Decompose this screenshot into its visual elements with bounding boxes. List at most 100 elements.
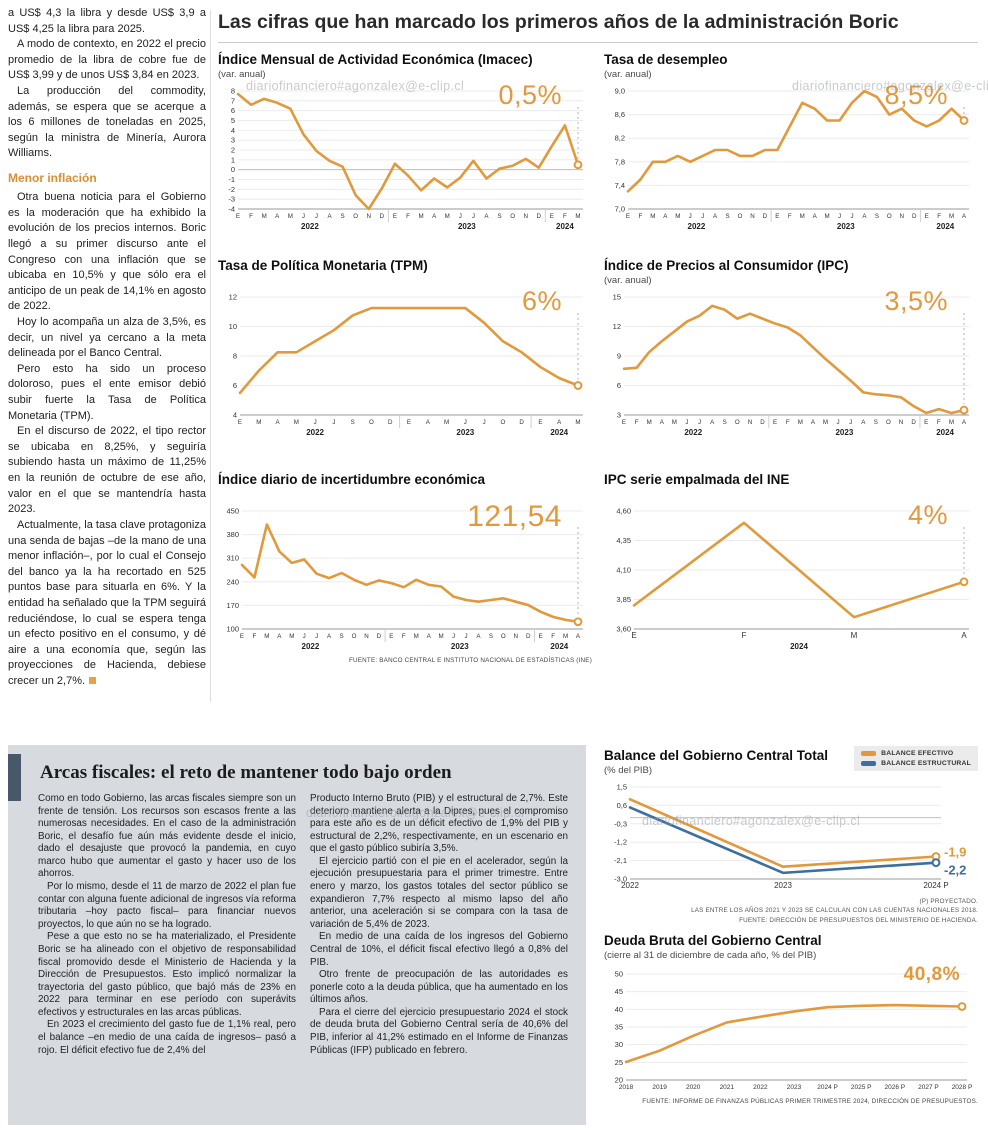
legend-label: BALANCE EFECTIVO — [881, 750, 954, 757]
x-tick-label: F — [563, 213, 567, 220]
x-tick-label: A — [484, 213, 489, 220]
x-tick-label: F — [253, 633, 257, 640]
paragraph: LAS ENTRE LOS AÑOS 2021 Y 2023 SE CALCUL… — [691, 907, 978, 915]
x-tick-label: J — [315, 633, 318, 640]
x-tick-label: O — [369, 419, 374, 426]
y-tick-label: 380 — [226, 530, 239, 539]
x-tick-label: S — [875, 213, 879, 220]
y-tick-label: 4,35 — [616, 536, 631, 545]
plot-area: 3,5% 15 12 9 6 3 E F M A M J J A S O N D E F M A M J J A S O N D E F M A… — [604, 286, 978, 441]
x-tick-label: 2026 P — [884, 1084, 905, 1091]
chart-subtitle: (var. anual) — [604, 68, 652, 80]
x-tick-label: S — [339, 633, 343, 640]
column-divider — [210, 10, 211, 702]
paragraph: El ejercicio partió con el pie en el ace… — [310, 855, 568, 930]
chart-title: Índice Mensual de Actividad Económica (I… — [218, 52, 533, 67]
x-tick-label: S — [725, 213, 729, 220]
plot-area: 1,5 0,6 -0,3 -1,2 -2,1 -3,0 2022 2023 2024 P -1,9… — [604, 779, 978, 895]
series-line — [632, 521, 966, 619]
x-tick-label: 2023 — [774, 881, 792, 890]
y-tick-label: 20 — [615, 1075, 623, 1084]
series-line — [626, 89, 966, 193]
x-tick-label: O — [352, 633, 357, 640]
y-tick-label: 8 — [233, 351, 237, 360]
x-tick-label: 2028 P — [952, 1084, 973, 1091]
plot-area: 0,5% 8 7 6 5 4 3 2 1 0 -1 -2 -3 -4 E F M A M J J A S O N D E F M A M J… — [218, 80, 592, 235]
chart-plot: 9,08,68,27,87,47,0E F M A M J J A S O N D E F M A M J J A S O… — [615, 86, 969, 231]
tpm-chart-card: Tasa de Política Monetaria (TPM) 6% 12 10… — [218, 258, 592, 441]
x-tick-label: O — [886, 419, 891, 426]
paragraph: A modo de contexto, en 2022 el precio pr… — [8, 38, 206, 82]
latest-value: 8,5% — [884, 79, 948, 110]
end-label: -1,9 — [944, 844, 966, 859]
y-tick-label: 450 — [226, 506, 239, 515]
y-tick-label: 8,6 — [615, 110, 625, 119]
x-tick-label: F — [249, 213, 253, 220]
deuda-chart-card: Deuda Bruta del Gobierno Central (cierre… — [604, 933, 978, 1105]
x-tick-label: M — [675, 213, 680, 220]
x-tick-label: 2022 — [753, 1084, 768, 1091]
y-tick-label: -1,2 — [614, 837, 627, 846]
x-tick-label: J — [302, 213, 305, 220]
x-tick-label: N — [523, 213, 527, 220]
y-tick-label: 2 — [231, 145, 235, 154]
plot-area: 4% 4,60 4,35 4,10 3,85 3,60 E F M A 2024 — [604, 500, 978, 655]
y-tick-label: 7,0 — [615, 204, 625, 213]
paragraph: Pero esto ha sido un proceso doloroso, p… — [8, 362, 206, 422]
x-tick-label: J — [464, 419, 467, 426]
year-label: 2022 — [684, 428, 702, 437]
x-tick-label: D — [763, 213, 768, 220]
x-tick-label: F — [937, 419, 941, 426]
y-tick-label: 1 — [231, 155, 235, 164]
x-tick-label: J — [459, 213, 462, 220]
x-tick-label: J — [838, 213, 841, 220]
x-tick-label: M — [650, 213, 655, 220]
x-tick-label: E — [550, 213, 554, 220]
x-tick-label: O — [501, 633, 506, 640]
ipc-empalmada-chart-card: IPC serie empalmada del INE 4% 4,60 4,35 4… — [604, 472, 978, 655]
x-tick-label: O — [510, 213, 515, 220]
x-tick-label: N — [900, 213, 904, 220]
x-tick-label: A — [476, 633, 481, 640]
x-tick-label: J — [698, 419, 701, 426]
y-tick-label: 7 — [231, 96, 235, 105]
legend-swatch-efectivo — [861, 751, 877, 756]
x-tick-label: O — [500, 419, 505, 426]
x-tick-label: M — [262, 213, 267, 220]
x-tick-label: D — [377, 633, 382, 640]
y-tick-label: 8 — [231, 86, 235, 95]
y-tick-label: 9,0 — [615, 86, 625, 95]
x-tick-label: M — [289, 633, 294, 640]
fiscal-columns: Como en todo Gobierno, las arcas fiscale… — [38, 793, 568, 1057]
y-tick-label: 0,6 — [617, 800, 627, 809]
x-tick-label: A — [427, 633, 432, 640]
x-tick-label: N — [750, 213, 754, 220]
year-label: 2022 — [688, 222, 706, 231]
end-point — [957, 1001, 967, 1011]
x-tick-label: J — [850, 213, 853, 220]
x-tick-label: E — [924, 419, 928, 426]
x-tick-label: A — [861, 419, 866, 426]
x-tick-label: N — [514, 633, 518, 640]
x-tick-label: M — [439, 633, 444, 640]
paragraph: En el discurso de 2022, el tipo rector s… — [8, 425, 206, 516]
series-line — [622, 304, 966, 414]
x-tick-label: E — [631, 631, 636, 640]
series-line — [236, 92, 580, 210]
chart-subtitle: (var. anual) — [218, 68, 266, 80]
x-tick-label: 2018 — [619, 1084, 634, 1091]
x-tick-label: 2021 — [720, 1084, 735, 1091]
x-tick-label: 2022 — [621, 881, 639, 890]
y-tick-label: 4 — [233, 410, 237, 419]
y-tick-label: 4,60 — [616, 506, 631, 515]
x-tick-label: F — [786, 419, 790, 426]
x-tick-label: J — [685, 419, 688, 426]
left-article: a US$ 4,3 la libra y desde US$ 3,9 a US$… — [8, 6, 206, 690]
x-tick-label: E — [622, 419, 626, 426]
chart-title: Índice de Precios al Consumidor (IPC) — [604, 258, 849, 273]
x-tick-label: O — [887, 213, 892, 220]
paragraph: Por lo mismo, desde el 11 de marzo de 20… — [38, 881, 296, 930]
year-label: 2023 — [458, 222, 476, 231]
